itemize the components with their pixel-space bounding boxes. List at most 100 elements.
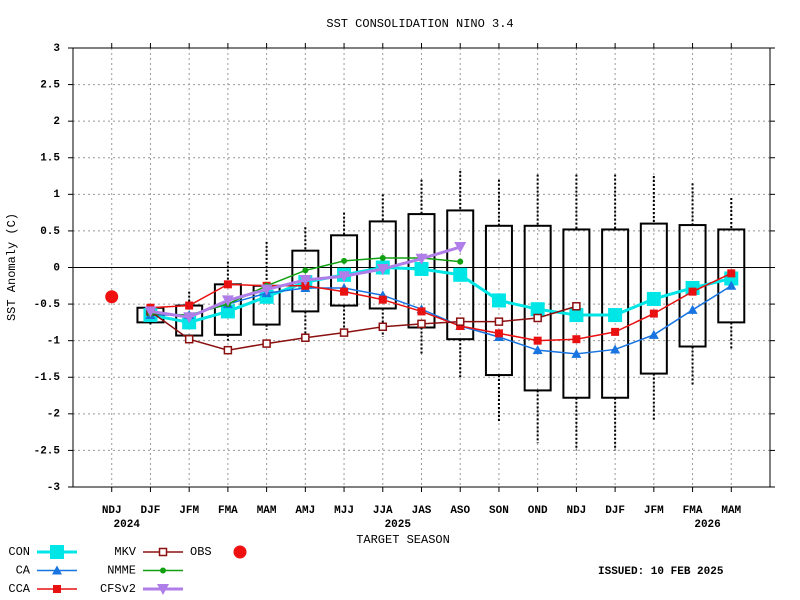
y-tick-label: 2 bbox=[53, 116, 60, 128]
x-axis-label: TARGET SEASON bbox=[356, 533, 450, 547]
marker bbox=[221, 295, 234, 307]
marker bbox=[301, 333, 310, 342]
year-label: 2024 bbox=[114, 519, 141, 531]
marker bbox=[491, 293, 506, 308]
marker bbox=[533, 313, 542, 323]
marker bbox=[50, 545, 64, 559]
x-tick-label: FMA bbox=[218, 505, 238, 517]
x-tick-label: MJJ bbox=[334, 505, 354, 517]
marker bbox=[648, 329, 659, 339]
y-tick-label: -2.5 bbox=[34, 445, 61, 457]
marker bbox=[726, 280, 737, 290]
y-tick-label: 0 bbox=[53, 262, 60, 274]
marker bbox=[608, 308, 623, 323]
marker bbox=[339, 328, 349, 337]
chart-title: SST CONSOLIDATION NINO 3.4 bbox=[326, 17, 513, 31]
marker bbox=[338, 271, 351, 283]
marker bbox=[183, 312, 196, 324]
x-tick-label: MAM bbox=[257, 505, 277, 517]
marker bbox=[414, 261, 429, 276]
y-tick-label: -3 bbox=[47, 482, 61, 494]
marker bbox=[455, 317, 465, 326]
marker bbox=[569, 308, 584, 323]
marker bbox=[52, 565, 62, 575]
plot-frame bbox=[72, 47, 771, 488]
box bbox=[484, 224, 513, 377]
marker bbox=[376, 263, 389, 275]
y-tick-label: 1 bbox=[53, 189, 60, 201]
marker bbox=[646, 291, 661, 306]
marker bbox=[688, 287, 697, 296]
box bbox=[446, 209, 475, 341]
legend-label: CFSv2 bbox=[100, 582, 136, 596]
marker bbox=[494, 317, 504, 326]
marker bbox=[494, 329, 503, 338]
marker bbox=[184, 334, 194, 344]
marker bbox=[533, 336, 542, 345]
y-tick-label: 1.5 bbox=[40, 153, 60, 165]
marker bbox=[378, 295, 387, 304]
marker bbox=[532, 345, 543, 355]
marker bbox=[453, 267, 468, 282]
marker bbox=[611, 327, 620, 336]
x-tick-label: FMA bbox=[683, 505, 703, 517]
legend-label: OBS bbox=[190, 545, 212, 559]
y-tick-label: 3 bbox=[53, 43, 60, 55]
x-tick-label: NDJ bbox=[566, 505, 586, 517]
marker bbox=[302, 267, 309, 274]
marker bbox=[649, 309, 658, 318]
marker bbox=[727, 269, 736, 278]
x-tick-label: OND bbox=[528, 505, 548, 517]
marker bbox=[417, 307, 426, 316]
marker bbox=[571, 348, 582, 358]
series-line bbox=[150, 265, 732, 324]
marker bbox=[379, 254, 386, 261]
legend-label: CCA bbox=[8, 582, 30, 596]
marker bbox=[530, 302, 545, 317]
y-tick-label: 2.5 bbox=[40, 79, 60, 91]
marker bbox=[572, 335, 581, 344]
box bbox=[717, 228, 746, 324]
marker bbox=[610, 344, 621, 354]
series-line bbox=[150, 272, 732, 342]
marker bbox=[454, 242, 467, 254]
year-label: 2026 bbox=[694, 519, 720, 531]
marker bbox=[262, 339, 271, 348]
marker bbox=[415, 253, 428, 265]
legend-label: CON bbox=[8, 545, 30, 559]
x-tick-label: DJF bbox=[141, 505, 161, 517]
marker bbox=[340, 287, 349, 296]
box bbox=[330, 234, 359, 307]
marker bbox=[157, 584, 169, 595]
x-tick-label: JFM bbox=[179, 505, 199, 517]
marker bbox=[105, 290, 119, 304]
series-line bbox=[150, 305, 577, 351]
x-tick-label: MAM bbox=[721, 505, 741, 517]
x-tick-label: JAS bbox=[412, 505, 432, 517]
y-tick-label: -0.5 bbox=[34, 299, 61, 311]
marker bbox=[572, 302, 581, 311]
marker bbox=[53, 585, 61, 593]
marker bbox=[223, 345, 233, 355]
x-tick-label: AMJ bbox=[295, 505, 315, 517]
y-tick-label: -1 bbox=[47, 336, 61, 348]
y-tick-label: 0.5 bbox=[40, 226, 60, 238]
x-tick-label: JJA bbox=[373, 505, 393, 517]
marker bbox=[457, 258, 464, 265]
marker bbox=[417, 319, 426, 329]
marker bbox=[378, 322, 388, 332]
marker bbox=[144, 306, 157, 318]
x-tick-label: SON bbox=[489, 505, 509, 517]
legend-label: MKV bbox=[114, 545, 136, 559]
marker bbox=[260, 284, 273, 296]
x-tick-label: JFM bbox=[644, 505, 664, 517]
marker bbox=[158, 547, 168, 557]
x-tick-label: DJF bbox=[605, 505, 625, 517]
legend-label: CA bbox=[16, 564, 31, 578]
legend-label: NMME bbox=[107, 564, 136, 578]
box bbox=[639, 222, 668, 375]
marker bbox=[341, 257, 348, 264]
marker bbox=[299, 274, 312, 286]
year-label: 2025 bbox=[385, 519, 412, 531]
